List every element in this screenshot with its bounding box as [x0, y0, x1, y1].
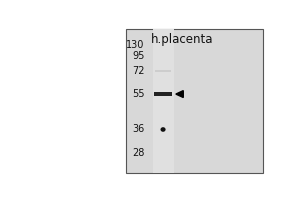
Text: 36: 36	[132, 124, 145, 134]
Bar	[155, 70, 171, 72]
Bar	[153, 29, 173, 173]
Bar	[154, 92, 172, 96]
Text: 28: 28	[132, 148, 145, 158]
Ellipse shape	[160, 127, 166, 132]
Text: 72: 72	[132, 66, 145, 76]
Text: 130: 130	[126, 40, 145, 50]
Bar	[126, 29, 263, 173]
Text: 95: 95	[132, 51, 145, 61]
Polygon shape	[176, 91, 183, 98]
Text: 55: 55	[132, 89, 145, 99]
Text: h.placenta: h.placenta	[150, 33, 213, 46]
